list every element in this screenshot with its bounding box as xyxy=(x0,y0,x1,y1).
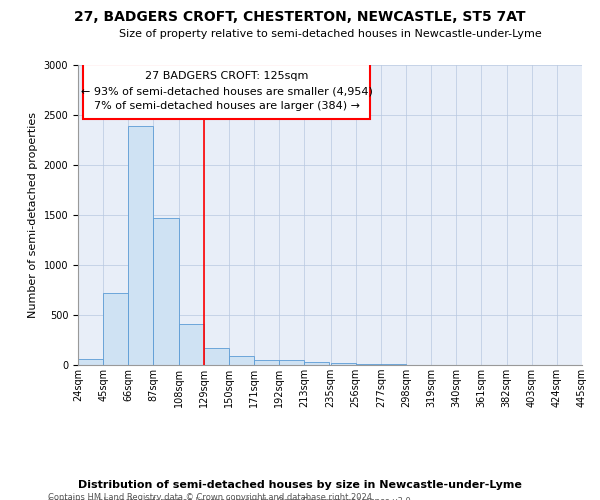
Bar xyxy=(381,364,406,365)
Bar xyxy=(78,358,103,365)
Bar xyxy=(204,348,229,365)
Bar xyxy=(254,360,279,365)
Text: Distribution of semi-detached houses by size in Newcastle-under-Lyme: Distribution of semi-detached houses by … xyxy=(78,480,522,490)
Title: Size of property relative to semi-detached houses in Newcastle-under-Lyme: Size of property relative to semi-detach… xyxy=(119,29,541,39)
Text: Contains public sector information licensed under the Open Government Licence v3: Contains public sector information licen… xyxy=(48,498,413,500)
Text: ← 93% of semi-detached houses are smaller (4,954): ← 93% of semi-detached houses are smalle… xyxy=(81,86,373,96)
Bar xyxy=(128,126,154,365)
Bar xyxy=(229,356,254,365)
FancyBboxPatch shape xyxy=(83,64,370,119)
Bar xyxy=(331,363,356,365)
Bar xyxy=(279,360,304,365)
Text: 27 BADGERS CROFT: 125sqm: 27 BADGERS CROFT: 125sqm xyxy=(145,71,308,81)
Bar xyxy=(356,364,381,365)
Bar xyxy=(154,218,179,365)
Text: 7% of semi-detached houses are larger (384) →: 7% of semi-detached houses are larger (3… xyxy=(94,101,359,111)
Text: 27, BADGERS CROFT, CHESTERTON, NEWCASTLE, ST5 7AT: 27, BADGERS CROFT, CHESTERTON, NEWCASTLE… xyxy=(74,10,526,24)
Bar xyxy=(406,364,431,365)
Y-axis label: Number of semi-detached properties: Number of semi-detached properties xyxy=(28,112,38,318)
Text: Contains HM Land Registry data © Crown copyright and database right 2024.: Contains HM Land Registry data © Crown c… xyxy=(48,492,374,500)
Bar xyxy=(304,362,329,365)
Bar xyxy=(179,324,204,365)
Bar xyxy=(103,293,128,365)
